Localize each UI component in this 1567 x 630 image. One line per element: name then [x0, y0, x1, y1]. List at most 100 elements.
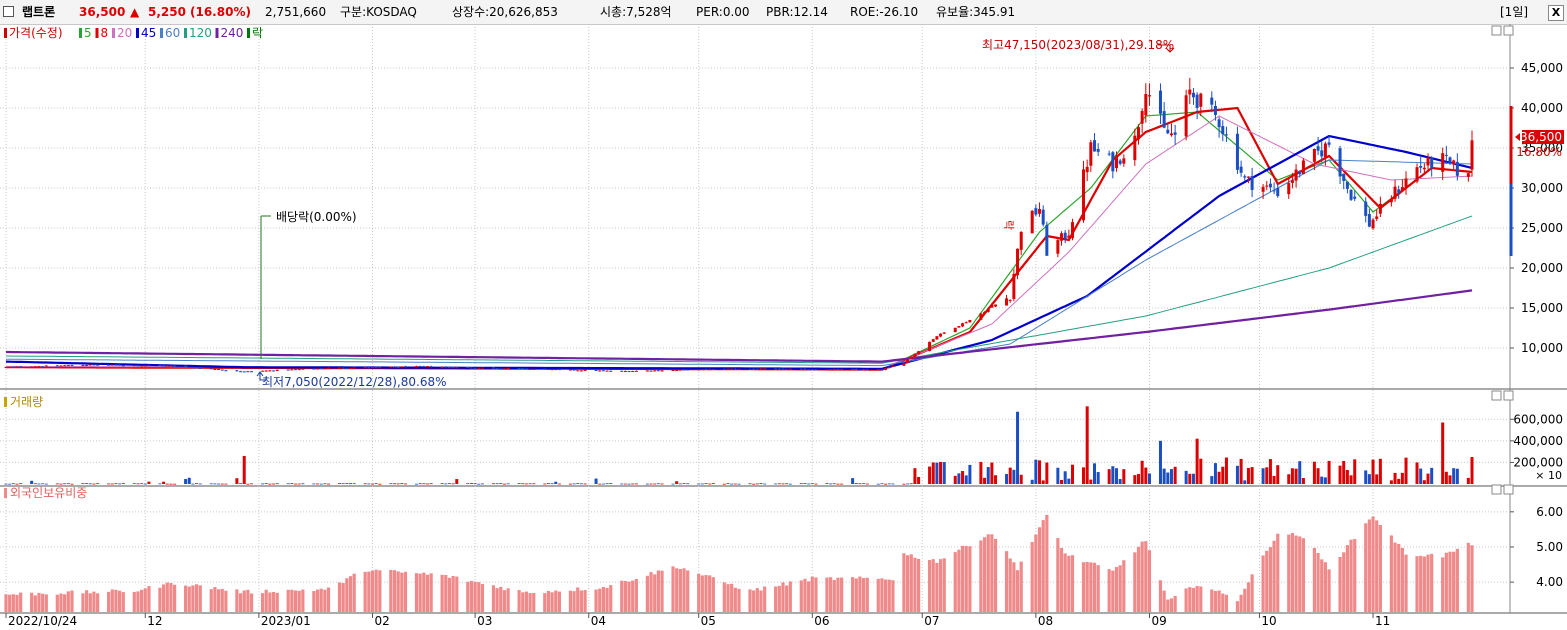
- foreign-bar: [1195, 585, 1199, 612]
- candle-body: [532, 368, 536, 370]
- volume-bar: [682, 483, 686, 485]
- volume-bar: [429, 483, 433, 485]
- foreign-bar: [1162, 590, 1166, 612]
- foreign-bar: [884, 579, 888, 612]
- foreign-bar: [140, 589, 144, 612]
- volume-bar: [1217, 471, 1221, 484]
- volume-bar: [96, 483, 100, 485]
- candle-body: [55, 365, 59, 367]
- volume-bar: [1466, 477, 1470, 484]
- candle-body: [1239, 166, 1243, 173]
- candle-body: [1210, 97, 1214, 105]
- foreign-bar: [81, 593, 85, 612]
- volume-bar: [1301, 478, 1305, 484]
- candle-body: [37, 366, 41, 368]
- volume-bar: [939, 461, 943, 484]
- foreign-bar: [425, 574, 430, 612]
- volume-bar: [532, 483, 536, 485]
- volume-bar: [1455, 468, 1459, 484]
- foreign-bar: [931, 559, 935, 612]
- foreign-bar: [554, 590, 558, 612]
- volume-bar: [173, 483, 177, 485]
- foreign-bar: [246, 589, 250, 612]
- volume-bar: [851, 478, 855, 484]
- foreign-bar: [165, 582, 169, 612]
- foreign-bar: [1111, 570, 1115, 612]
- candle-body: [184, 365, 188, 367]
- candle-body: [576, 370, 580, 372]
- volume-bar: [1353, 459, 1357, 484]
- volume-bar: [158, 483, 162, 485]
- volume-bar: [118, 483, 122, 485]
- foreign-bar: [444, 574, 448, 612]
- candle-body: [964, 322, 968, 324]
- candle-body: [810, 369, 814, 371]
- volume-bar: [447, 483, 451, 485]
- volume-axis: 200,000 400,000 600,000: [1510, 412, 1563, 469]
- date-label: 05: [701, 614, 716, 628]
- price-tick-label: 35,000: [1521, 141, 1563, 155]
- foreign-bar: [1144, 541, 1148, 612]
- foreign-bar: [1422, 556, 1426, 612]
- volume-bar: [1191, 473, 1195, 484]
- volume-bar: [8, 483, 12, 485]
- candle-body: [224, 370, 228, 372]
- candle-body: [1393, 186, 1397, 199]
- date-label: 04: [591, 614, 606, 628]
- legend-swatch: [160, 28, 163, 38]
- foreign-bar: [1034, 534, 1038, 612]
- foreign-bar: [1290, 533, 1295, 612]
- volume-bar: [371, 483, 374, 485]
- foreign-bar: [249, 593, 254, 612]
- candle-body: [854, 368, 858, 370]
- volume-bar: [440, 483, 444, 485]
- volume-bar: [92, 483, 96, 485]
- candle-body: [250, 371, 254, 373]
- foreign-bar: [345, 578, 349, 612]
- volume-bar: [195, 483, 199, 485]
- candle-body: [118, 364, 122, 366]
- volume-bar: [66, 483, 70, 485]
- volume-bar: [341, 483, 345, 485]
- candle-body: [623, 371, 627, 373]
- candle-body: [198, 367, 202, 369]
- candle-body: [1067, 235, 1071, 238]
- volume-bar: [191, 483, 195, 485]
- close-button[interactable]: X: [1548, 5, 1564, 21]
- volume-bar: [803, 483, 807, 484]
- candle-body: [143, 365, 147, 367]
- volume-bar: [1452, 468, 1456, 484]
- legend-label: 240: [221, 26, 244, 40]
- volume-bar: [1162, 468, 1166, 484]
- volume-bar: [110, 483, 114, 485]
- volume-bar: [1114, 468, 1118, 484]
- volume-tick-label: 400,000: [1513, 434, 1563, 448]
- volume-bar: [473, 483, 477, 485]
- period-button[interactable]: [1일]: [1500, 5, 1529, 19]
- volume-bar: [132, 483, 136, 485]
- candle-body: [1265, 185, 1269, 187]
- volume-bar: [400, 483, 404, 485]
- foreign-bar: [220, 588, 224, 612]
- volume-bar: [1323, 477, 1327, 484]
- candle-body: [799, 368, 803, 370]
- volume-bar: [1419, 468, 1423, 484]
- legend-label: 60: [165, 26, 180, 40]
- candle-body: [1063, 232, 1067, 239]
- candle-body: [722, 369, 726, 371]
- candle-body: [836, 369, 840, 371]
- foreign-bar: [41, 593, 45, 612]
- volume-bar: [1147, 473, 1151, 484]
- volume-bar: [645, 483, 649, 485]
- panel-buttons[interactable]: [1491, 25, 1514, 495]
- foreign-bar: [1067, 555, 1071, 612]
- foreign-bar: [451, 576, 455, 612]
- candle-body: [1122, 158, 1126, 164]
- foreign-bar: [660, 570, 664, 612]
- volume-bar: [301, 483, 305, 485]
- select-checkbox[interactable]: [3, 6, 14, 17]
- candle-body: [63, 365, 67, 367]
- volume-bar: [495, 483, 499, 485]
- candle-body: [730, 368, 734, 370]
- volume-bar: [858, 483, 862, 485]
